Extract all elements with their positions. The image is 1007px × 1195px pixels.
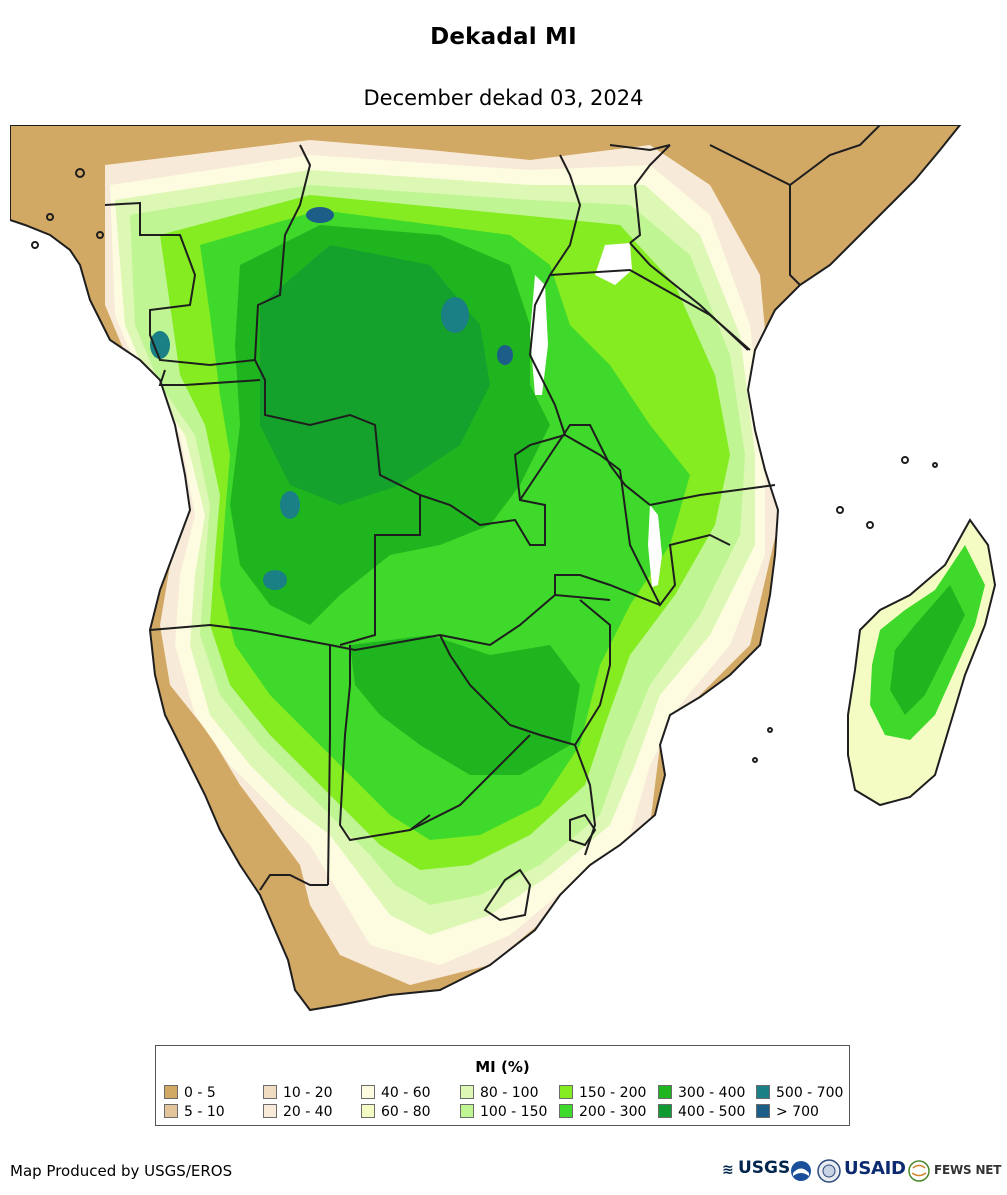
legend-label: 5 - 10	[184, 1104, 225, 1120]
country-borders	[104, 125, 881, 922]
legend-label: 150 - 200	[579, 1085, 647, 1101]
legend-label: 500 - 700	[776, 1085, 844, 1101]
legend-title: MI (%)	[475, 1058, 530, 1076]
legend-swatch	[361, 1104, 375, 1118]
legend-item: 40 - 60	[361, 1084, 431, 1102]
legend-item: 5 - 10	[164, 1103, 225, 1121]
legend-swatch	[361, 1085, 375, 1099]
peak-spot	[497, 345, 513, 365]
legend-item: 400 - 500	[658, 1103, 745, 1121]
legend-item: 300 - 400	[658, 1084, 745, 1102]
legend-swatch	[756, 1085, 770, 1099]
usaid-wordmark: USAID	[844, 1158, 906, 1179]
legend-item: 10 - 20	[263, 1084, 333, 1102]
legend-item: 100 - 150	[460, 1103, 547, 1121]
legend-grid: 0 - 5 5 - 10 10 - 20 20 - 40 40 - 60 60 …	[164, 1084, 844, 1124]
moisture-index-map	[10, 125, 996, 1011]
legend-swatch	[658, 1085, 672, 1099]
peak-spot	[306, 207, 334, 223]
usgs-logo: ≋ USGS	[722, 1158, 791, 1184]
usgs-wave-icon: ≋	[722, 1162, 734, 1178]
legend-label: 100 - 150	[480, 1104, 548, 1120]
extreme-zone-south	[350, 635, 580, 775]
map-subtitle: December dekad 03, 2024	[363, 86, 644, 110]
legend-label: 60 - 80	[381, 1104, 431, 1120]
legend-label: 80 - 100	[480, 1085, 539, 1101]
legend-swatch	[263, 1085, 277, 1099]
legend-label: > 700	[776, 1104, 819, 1120]
legend-swatch	[658, 1104, 672, 1118]
map-area	[10, 125, 1000, 1030]
legend-swatch	[164, 1104, 178, 1118]
legend-swatch	[559, 1085, 573, 1099]
lake-malawi	[648, 505, 662, 587]
usgs-wordmark: USGS	[738, 1158, 791, 1178]
map-title: Dekadal MI	[430, 24, 577, 50]
peak-spot	[441, 297, 469, 333]
peak-spot	[263, 570, 287, 590]
noaa-logo-icon	[791, 1161, 811, 1181]
legend-swatch	[263, 1104, 277, 1118]
legend-swatch	[756, 1104, 770, 1118]
legend-label: 300 - 400	[678, 1085, 746, 1101]
credit-text: Map Produced by USGS/EROS	[10, 1162, 233, 1180]
peak-zone	[260, 245, 490, 505]
legend-item: 0 - 5	[164, 1084, 216, 1102]
state-seal-icon	[817, 1159, 841, 1183]
legend-label: 200 - 300	[579, 1104, 647, 1120]
peak-spot	[280, 491, 300, 519]
legend-label: 40 - 60	[381, 1085, 431, 1101]
legend-item: 20 - 40	[263, 1103, 333, 1121]
fews-globe-icon	[908, 1160, 930, 1182]
legend-swatch	[460, 1085, 474, 1099]
legend-swatch	[164, 1085, 178, 1099]
peak-spot	[150, 331, 170, 359]
legend-item: 150 - 200	[559, 1084, 646, 1102]
madagascar-very-wet	[890, 585, 965, 715]
legend-swatch	[559, 1104, 573, 1118]
legend-item: 80 - 100	[460, 1084, 539, 1102]
logo-strip: ≋ USGS USAID FEWS NET	[722, 1158, 1002, 1184]
legend-label: 20 - 40	[283, 1104, 333, 1120]
legend: MI (%) 0 - 5 5 - 10 10 - 20 20 - 40 40 -…	[155, 1045, 850, 1126]
legend-label: 400 - 500	[678, 1104, 746, 1120]
lake-victoria	[595, 243, 632, 285]
legend-item: > 700	[756, 1103, 819, 1121]
legend-swatch	[460, 1104, 474, 1118]
legend-item: 200 - 300	[559, 1103, 646, 1121]
islands	[31, 168, 938, 763]
legend-item: 500 - 700	[756, 1084, 843, 1102]
legend-item: 60 - 80	[361, 1103, 431, 1121]
fews-net-wordmark: FEWS NET	[934, 1163, 1002, 1177]
legend-label: 0 - 5	[184, 1085, 216, 1101]
legend-label: 10 - 20	[283, 1085, 333, 1101]
